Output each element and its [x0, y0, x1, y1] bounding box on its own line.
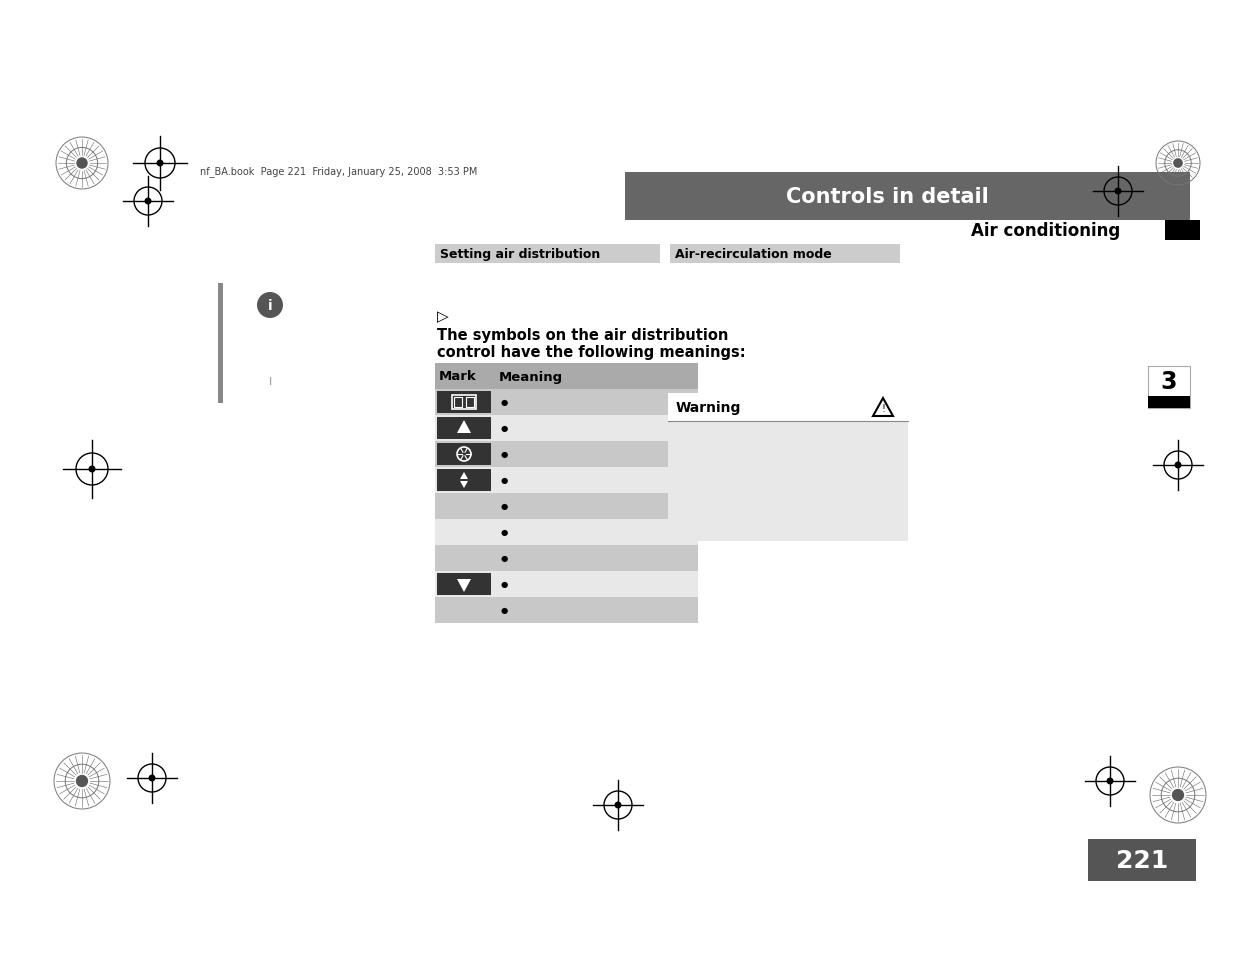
Bar [1149, 396, 1191, 409]
Text: I: I [268, 376, 272, 387]
Bar [435, 364, 698, 390]
Bar [435, 572, 698, 598]
Text: ●: ● [501, 476, 509, 485]
Bar [1165, 221, 1200, 241]
Circle shape [1114, 189, 1121, 195]
Text: ●: ● [501, 450, 509, 459]
Text: ●: ● [501, 554, 509, 563]
Text: 221: 221 [1116, 848, 1168, 872]
Circle shape [1172, 789, 1184, 801]
Text: ●: ● [501, 424, 509, 433]
Bar [437, 470, 492, 492]
Text: ●: ● [501, 579, 509, 589]
Text: Setting air distribution: Setting air distribution [440, 248, 600, 261]
Text: Warning: Warning [676, 400, 741, 415]
Bar [219, 284, 224, 403]
Text: !: ! [881, 403, 885, 414]
Bar [668, 394, 908, 541]
Bar [625, 172, 1191, 221]
Bar [668, 394, 908, 421]
Text: ●: ● [501, 528, 509, 537]
Bar [454, 397, 462, 408]
Text: Meaning: Meaning [499, 370, 563, 383]
Bar [437, 443, 492, 465]
Circle shape [1173, 159, 1183, 169]
Circle shape [1174, 462, 1182, 469]
Bar [435, 416, 698, 441]
Text: 3: 3 [1161, 370, 1177, 394]
Circle shape [157, 160, 163, 168]
Text: control have the following meanings:: control have the following meanings: [437, 345, 746, 359]
Bar [435, 468, 698, 494]
Polygon shape [459, 481, 468, 489]
Text: Air conditioning: Air conditioning [971, 222, 1120, 240]
Text: Controls in detail: Controls in detail [787, 187, 989, 207]
Circle shape [144, 198, 152, 205]
Circle shape [77, 158, 88, 170]
Bar [435, 598, 698, 623]
Polygon shape [457, 420, 471, 434]
Text: nf_BA.book  Page 221  Friday, January 25, 2008  3:53 PM: nf_BA.book Page 221 Friday, January 25, … [200, 167, 478, 177]
Text: ▷: ▷ [437, 309, 448, 324]
Bar [435, 494, 698, 519]
Bar [435, 519, 698, 545]
Circle shape [615, 801, 621, 809]
Text: ●: ● [501, 502, 509, 511]
Bar [452, 395, 475, 410]
Text: i: i [268, 298, 272, 313]
Circle shape [1107, 778, 1114, 784]
Circle shape [89, 466, 95, 473]
Bar [435, 245, 659, 264]
Bar [466, 397, 474, 408]
Polygon shape [457, 579, 471, 593]
Bar [435, 545, 698, 572]
Bar [671, 245, 900, 264]
Bar [437, 417, 492, 439]
Text: ●: ● [501, 606, 509, 615]
Bar [1149, 367, 1191, 409]
Text: ●: ● [501, 398, 509, 407]
Circle shape [257, 293, 283, 318]
Bar [437, 392, 492, 414]
Text: The symbols on the air distribution: The symbols on the air distribution [437, 328, 729, 343]
Text: Air-recirculation mode: Air-recirculation mode [676, 248, 831, 261]
Bar [625, 221, 1165, 241]
Circle shape [75, 775, 88, 787]
Polygon shape [459, 473, 468, 479]
Circle shape [148, 775, 156, 781]
Bar [435, 441, 698, 468]
Bar [1088, 840, 1195, 882]
Text: Mark: Mark [438, 370, 477, 383]
Bar [435, 390, 698, 416]
Bar [437, 574, 492, 596]
